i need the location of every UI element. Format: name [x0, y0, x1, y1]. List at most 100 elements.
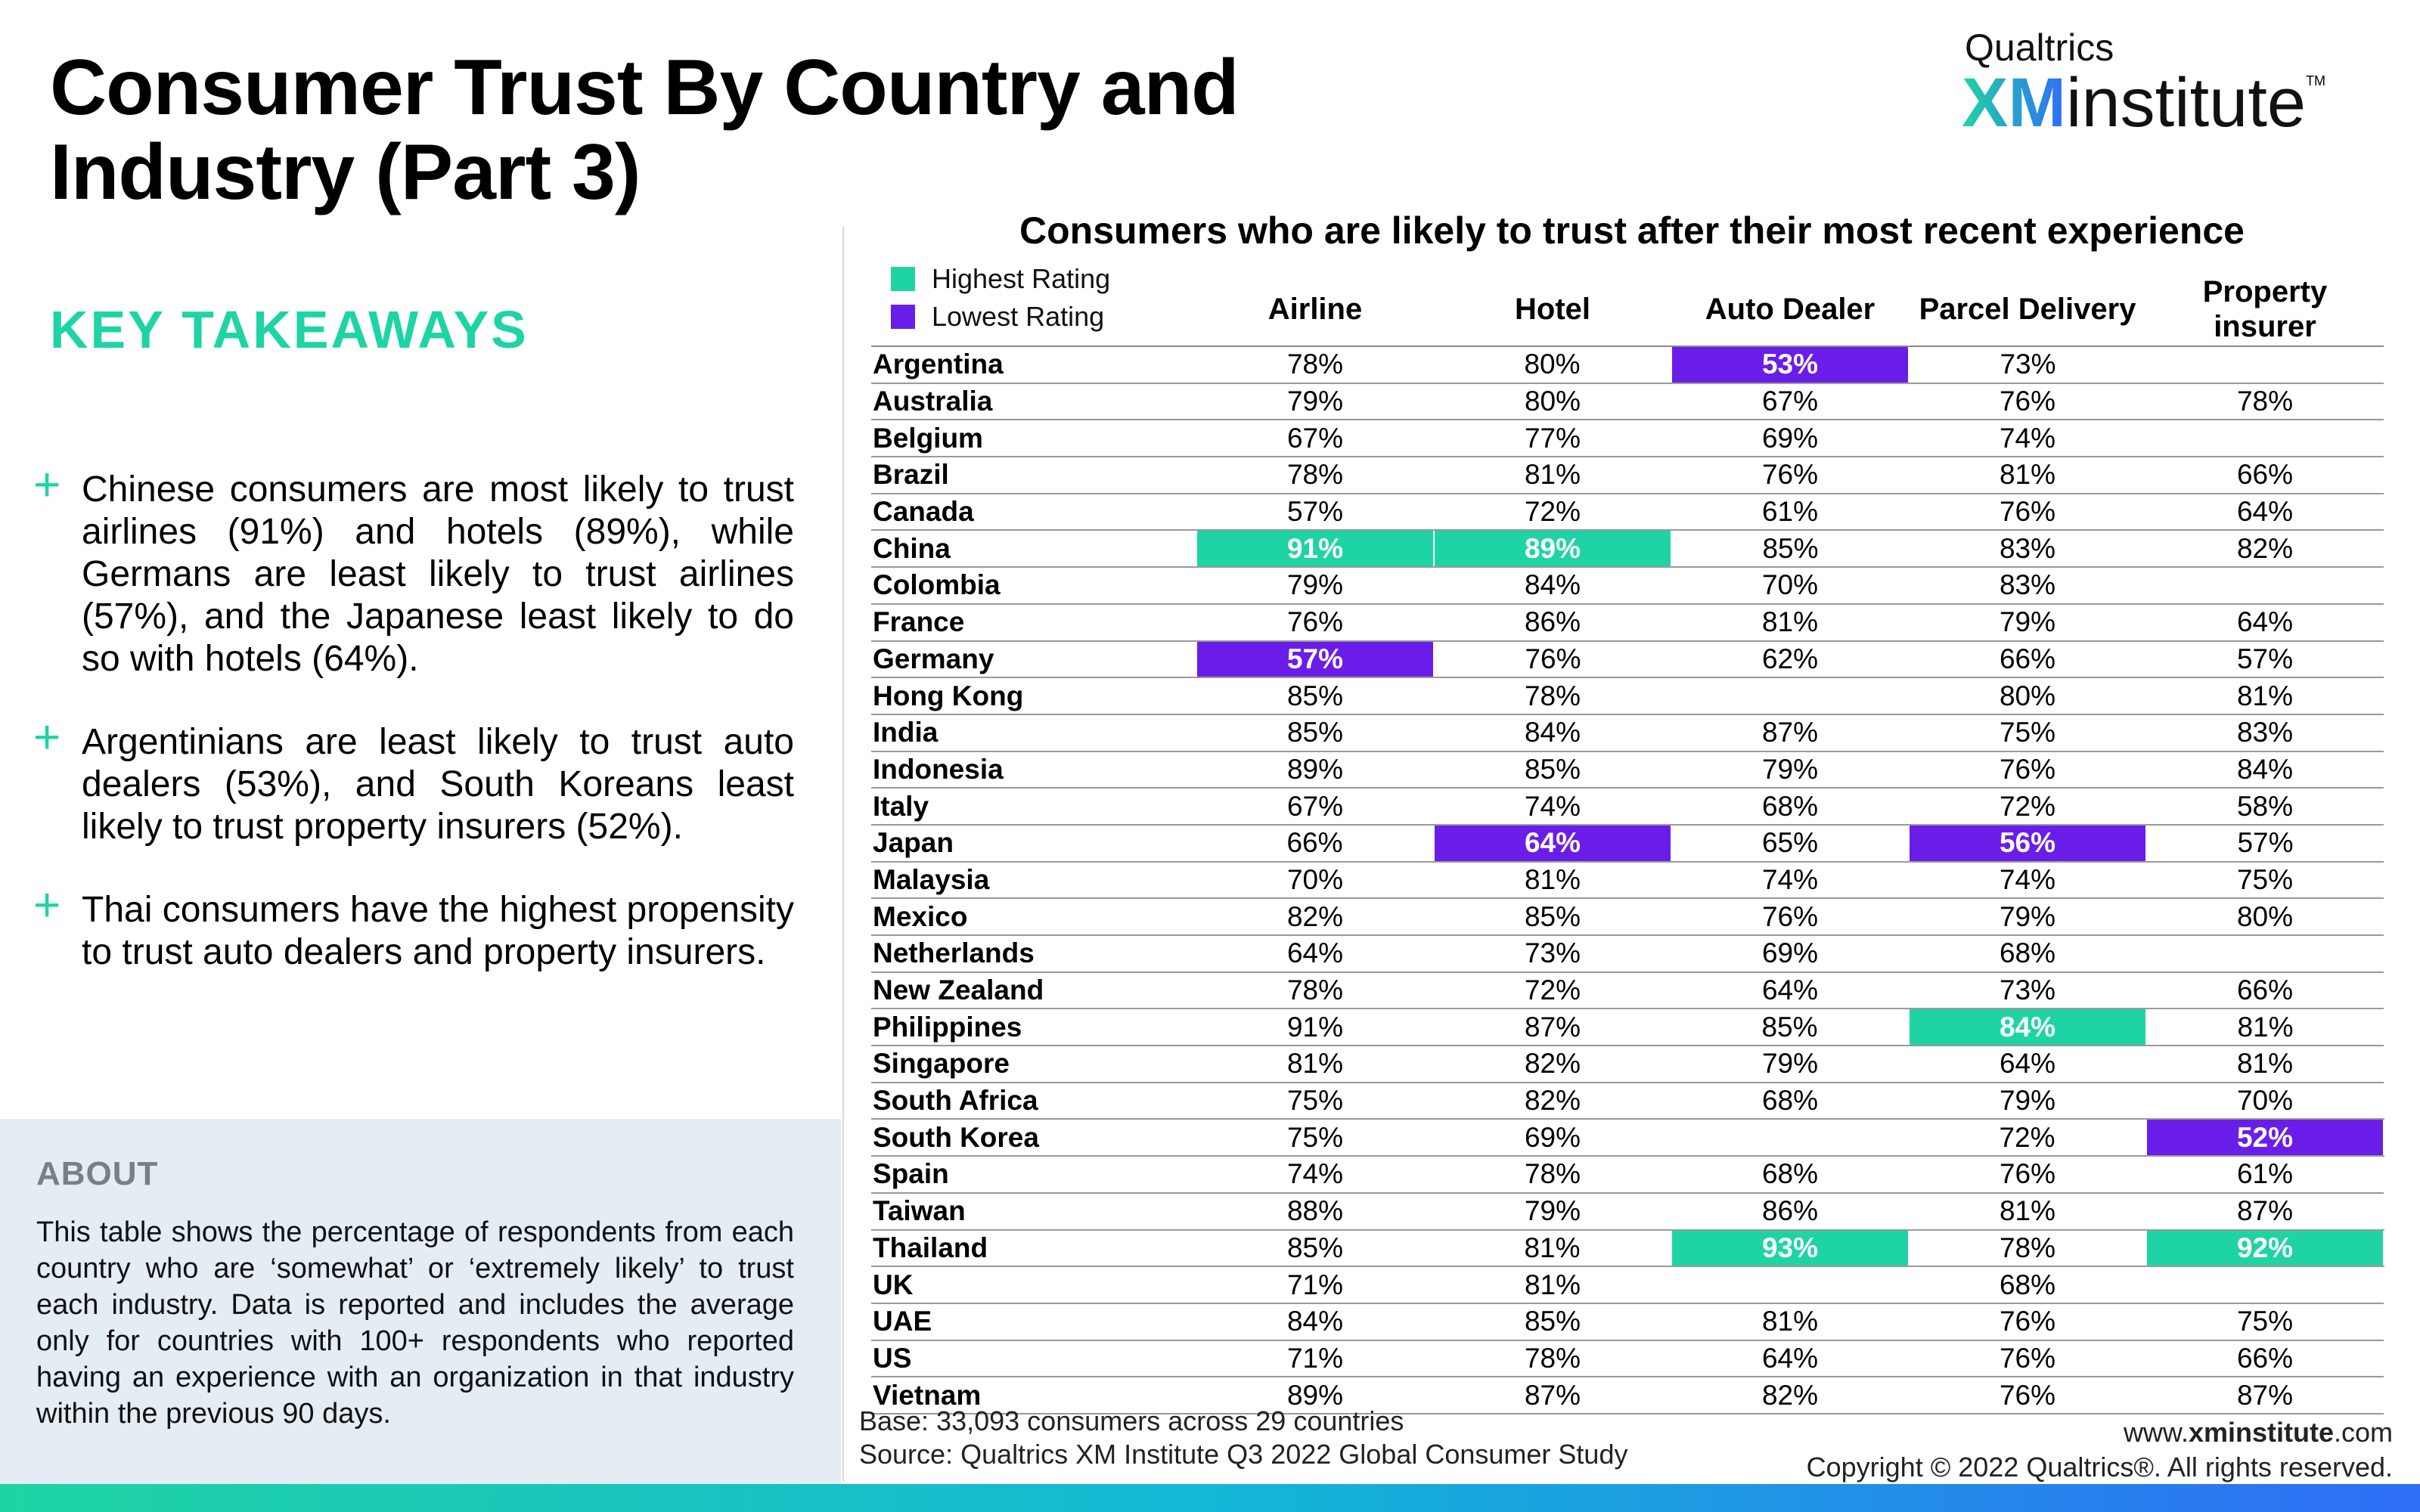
value-cell-property-insurer: 57%	[2146, 824, 2384, 863]
value-cell-parcel-delivery: 66%	[1909, 640, 2146, 679]
value-cell-airline: 84%	[1196, 1303, 1434, 1341]
table-row: Indonesia 89% 85% 79% 76% 84%	[871, 751, 2384, 789]
value-cell-auto-dealer: 85%	[1671, 530, 1909, 569]
about-panel: ABOUT This table shows the percentage of…	[0, 1119, 841, 1484]
value-cell-auto-dealer	[1671, 677, 1909, 715]
value-cell-parcel-delivery: 81%	[1909, 457, 2146, 494]
plus-icon: +	[33, 879, 61, 931]
value-cell-property-insurer: 66%	[2146, 457, 2384, 494]
value-cell-property-insurer: 70%	[2146, 1082, 2384, 1120]
country-cell: Singapore	[871, 1046, 1196, 1083]
value-cell-auto-dealer: 74%	[1671, 861, 1909, 900]
value-cell-airline: 74%	[1196, 1156, 1434, 1194]
value-cell-property-insurer	[2146, 935, 2384, 973]
value-cell-property-insurer	[2146, 346, 2384, 384]
country-cell: Spain	[871, 1156, 1196, 1194]
country-cell: Brazil	[871, 457, 1196, 494]
value-cell-parcel-delivery: 84%	[1908, 1009, 2147, 1047]
value-cell-parcel-delivery: 78%	[1909, 1229, 2146, 1268]
country-cell: Italy	[871, 788, 1196, 826]
value-cell-property-insurer: 64%	[2146, 493, 2384, 531]
value-cell-parcel-delivery: 73%	[1909, 971, 2146, 1010]
value-cell-auto-dealer: 68%	[1671, 788, 1909, 826]
value-cell-property-insurer: 52%	[2145, 1119, 2384, 1157]
value-cell-airline: 79%	[1196, 383, 1434, 421]
logo-qualtrics-text: Qualtrics	[1965, 26, 2114, 69]
value-cell-parcel-delivery: 79%	[1909, 898, 2146, 936]
table-row: China 91% 89% 85% 83% 82%	[871, 530, 2384, 569]
table-row: Colombia 79% 84% 70% 83%	[871, 567, 2384, 605]
country-cell: Taiwan	[871, 1192, 1196, 1231]
value-cell-parcel-delivery: 68%	[1909, 1266, 2146, 1304]
value-cell-property-insurer: 92%	[2145, 1229, 2384, 1268]
value-cell-parcel-delivery: 73%	[1909, 346, 2146, 384]
takeaway-text: Argentinians are least likely to trust a…	[82, 722, 794, 847]
value-cell-hotel: 81%	[1434, 457, 1671, 494]
table-row: Belgium 67% 77% 69% 74%	[871, 420, 2384, 458]
value-cell-property-insurer: 75%	[2146, 861, 2384, 900]
country-cell: New Zealand	[871, 971, 1196, 1010]
website-link[interactable]: www.xminstitute.com	[1807, 1415, 2393, 1450]
about-heading: ABOUT	[36, 1155, 159, 1192]
value-cell-hotel: 74%	[1434, 788, 1671, 826]
value-cell-property-insurer: 81%	[2146, 1046, 2384, 1083]
value-cell-auto-dealer: 82%	[1671, 1377, 1909, 1414]
country-cell: US	[871, 1340, 1196, 1378]
value-cell-property-insurer: 58%	[2146, 788, 2384, 826]
value-cell-airline: 57%	[1196, 640, 1435, 679]
header-parcel-delivery: Parcel Delivery	[1909, 272, 2146, 347]
value-cell-airline: 66%	[1196, 824, 1434, 863]
value-cell-hotel: 76%	[1434, 640, 1671, 679]
table-row: Netherlands 64% 73% 69% 68%	[871, 935, 2384, 973]
about-text: This table shows the percentage of respo…	[36, 1216, 794, 1430]
country-cell: Argentina	[871, 346, 1196, 384]
value-cell-hotel: 87%	[1434, 1009, 1671, 1047]
value-cell-parcel-delivery: 64%	[1909, 1046, 2146, 1083]
value-cell-property-insurer: 83%	[2146, 714, 2384, 752]
table-row: New Zealand 78% 72% 64% 73% 66%	[871, 971, 2384, 1010]
value-cell-property-insurer: 81%	[2146, 1009, 2384, 1047]
takeaway-item: + Chinese consumers are most likely to t…	[33, 462, 794, 680]
country-cell: UAE	[871, 1303, 1196, 1341]
value-cell-airline: 88%	[1196, 1192, 1434, 1231]
key-takeaways-list: + Chinese consumers are most likely to t…	[33, 462, 794, 1015]
value-cell-auto-dealer	[1671, 1266, 1909, 1304]
country-cell: Philippines	[871, 1009, 1196, 1047]
url-prefix: www.	[2123, 1417, 2189, 1448]
value-cell-auto-dealer: 76%	[1671, 898, 1909, 936]
value-cell-parcel-delivery: 76%	[1909, 751, 2146, 789]
table-row: Taiwan 88% 79% 86% 81% 87%	[871, 1192, 2384, 1231]
country-cell: Colombia	[871, 567, 1196, 605]
value-cell-airline: 64%	[1196, 935, 1434, 973]
value-cell-auto-dealer: 64%	[1671, 971, 1909, 1010]
value-cell-airline: 91%	[1196, 530, 1435, 569]
value-cell-auto-dealer: 69%	[1671, 935, 1909, 973]
copyright-text: Copyright © 2022 Qualtrics®. All rights …	[1806, 1452, 2393, 1483]
value-cell-hotel: 80%	[1434, 383, 1671, 421]
value-cell-hotel: 81%	[1434, 861, 1671, 900]
value-cell-airline: 78%	[1196, 971, 1434, 1010]
value-cell-airline: 71%	[1196, 1340, 1434, 1378]
value-cell-property-insurer	[2146, 420, 2384, 458]
value-cell-airline: 75%	[1196, 1119, 1434, 1157]
table-row: Germany 57% 76% 62% 66% 57%	[871, 640, 2384, 679]
value-cell-hotel: 78%	[1434, 677, 1671, 715]
country-cell: China	[871, 530, 1196, 569]
table-row: Singapore 81% 82% 79% 64% 81%	[871, 1046, 2384, 1083]
table-row: Argentina 78% 80% 53% 73%	[871, 346, 2384, 384]
value-cell-property-insurer: 66%	[2146, 971, 2384, 1010]
plus-icon: +	[33, 711, 61, 764]
value-cell-hotel: 85%	[1434, 751, 1671, 789]
value-cell-airline: 70%	[1196, 861, 1434, 900]
table-row: Spain 74% 78% 68% 76% 61%	[871, 1156, 2384, 1194]
value-cell-parcel-delivery: 76%	[1909, 1377, 2146, 1414]
value-cell-property-insurer: 80%	[2146, 898, 2384, 936]
table-row: Australia 79% 80% 67% 76% 78%	[871, 383, 2384, 421]
table-row: South Africa 75% 82% 68% 79% 70%	[871, 1082, 2384, 1120]
table-row: Brazil 78% 81% 76% 81% 66%	[871, 457, 2384, 494]
country-cell: UK	[871, 1266, 1196, 1304]
value-cell-airline: 67%	[1196, 420, 1434, 458]
value-cell-hotel: 89%	[1433, 530, 1672, 569]
table-row: Canada 57% 72% 61% 76% 64%	[871, 493, 2384, 531]
table-row: Hong Kong 85% 78% 80% 81%	[871, 677, 2384, 715]
